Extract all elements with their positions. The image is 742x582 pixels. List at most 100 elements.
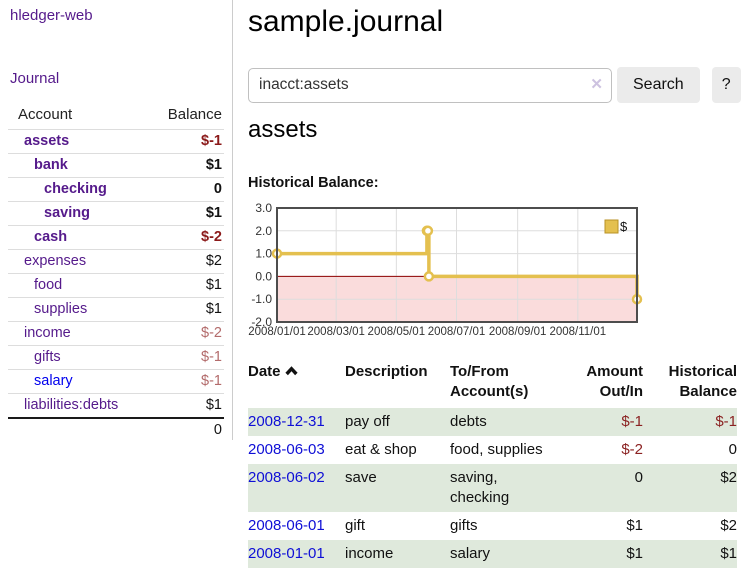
transaction-accounts: salary xyxy=(450,545,491,562)
account-balance: $1 xyxy=(205,205,222,221)
account-link[interactable]: saving xyxy=(44,205,90,221)
register-header-balance-line2: Balance xyxy=(679,383,737,400)
transaction-balance: $2 xyxy=(720,469,737,486)
transaction-description: gift xyxy=(345,517,366,534)
svg-text:1.0: 1.0 xyxy=(255,247,272,261)
account-balance: $-2 xyxy=(201,229,222,245)
transaction-accounts: food, supplies xyxy=(450,441,543,458)
account-link[interactable]: expenses xyxy=(24,253,87,269)
svg-text:-2.0: -2.0 xyxy=(251,315,272,329)
account-balance: $1 xyxy=(205,277,222,293)
transaction-amount: 0 xyxy=(634,469,643,486)
account-row-saving: saving $1 xyxy=(8,201,224,225)
account-link[interactable]: liabilities:debts xyxy=(24,397,119,413)
account-link[interactable]: bank xyxy=(34,157,68,173)
page-title: sample.journal xyxy=(248,5,444,38)
register-row: 2008-12-31 pay off debts $-1 $-1 xyxy=(248,408,737,436)
transaction-balance: $2 xyxy=(720,517,737,534)
register-header-amount: Amount Out/In xyxy=(580,360,643,408)
register-header-balance: Historical Balance xyxy=(643,360,737,408)
account-link[interactable]: assets xyxy=(24,133,70,149)
transaction-balance: $1 xyxy=(720,545,737,562)
account-link[interactable]: food xyxy=(34,277,63,293)
clear-search-icon[interactable]: ✕ xyxy=(590,75,603,93)
register-header-date-label: Date xyxy=(248,363,281,380)
register-header-accounts-line2: Account(s) xyxy=(450,383,529,400)
search-input[interactable] xyxy=(248,67,612,103)
register-header-accounts: To/From Account(s) xyxy=(450,360,580,408)
sidebar: hledger-web Journal Account Balance asse… xyxy=(0,0,233,440)
account-balance: $-1 xyxy=(201,133,222,149)
search-button[interactable]: Search xyxy=(617,67,700,103)
account-row-food: food $1 xyxy=(8,273,224,297)
register-header-date[interactable]: Date xyxy=(248,360,345,408)
account-link[interactable]: income xyxy=(24,325,71,341)
transaction-amount: $-2 xyxy=(621,441,643,458)
accounts-table-header: Account Balance xyxy=(8,103,224,129)
svg-text:2008/01/01: 2008/01/01 xyxy=(248,326,306,338)
register-header-accounts-line1: To/From xyxy=(450,363,509,380)
register-header-description: Description xyxy=(345,360,450,408)
register-header-amount-line1: Amount xyxy=(586,363,643,380)
register-row: 2008-06-03 eat & shop food, supplies $-2… xyxy=(248,436,737,464)
transaction-amount: $1 xyxy=(626,545,643,562)
chart-section-title: Historical Balance: xyxy=(248,175,379,191)
account-row-expenses: expenses $2 xyxy=(8,249,224,273)
account-link[interactable]: checking xyxy=(44,181,107,197)
register-row: 2008-06-02 save saving, checking 0 $2 xyxy=(248,464,737,512)
account-row-liabilities-debts: liabilities:debts $1 xyxy=(8,393,224,417)
transaction-description: save xyxy=(345,469,377,486)
transaction-date-link[interactable]: 2008-12-31 xyxy=(248,413,325,430)
register-header-balance-line1: Historical xyxy=(668,363,737,380)
account-row-cash: cash $-2 xyxy=(8,225,224,249)
transaction-accounts: debts xyxy=(450,413,487,430)
account-balance: $-1 xyxy=(201,373,222,389)
accounts-table: Account Balance assets $-1 bank $1 check… xyxy=(8,103,224,442)
account-balance: $1 xyxy=(205,301,222,317)
svg-text:2008/09/01: 2008/09/01 xyxy=(489,326,547,338)
account-heading: assets xyxy=(248,116,318,143)
svg-text:2008/07/01: 2008/07/01 xyxy=(428,326,486,338)
transaction-accounts: saving, checking xyxy=(450,469,510,506)
svg-text:0.0: 0.0 xyxy=(255,269,272,283)
account-link[interactable]: supplies xyxy=(34,301,88,317)
account-balance: 0 xyxy=(213,181,222,197)
account-link[interactable]: gifts xyxy=(34,349,61,365)
sort-ascending-icon xyxy=(284,362,298,382)
accounts-total-value: 0 xyxy=(213,422,222,438)
svg-text:$: $ xyxy=(620,219,628,234)
account-balance: $2 xyxy=(205,253,222,269)
svg-text:2008/05/01: 2008/05/01 xyxy=(368,326,426,338)
account-row-bank: bank $1 xyxy=(8,153,224,177)
transaction-accounts: gifts xyxy=(450,517,478,534)
transaction-amount: $1 xyxy=(626,517,643,534)
transaction-amount: $-1 xyxy=(621,413,643,430)
transaction-date-link[interactable]: 2008-06-03 xyxy=(248,441,325,458)
account-row-gifts: gifts $-1 xyxy=(8,345,224,369)
svg-text:2008/11/01: 2008/11/01 xyxy=(549,326,606,338)
help-button[interactable]: ? xyxy=(711,67,741,103)
svg-text:2.0: 2.0 xyxy=(255,224,272,238)
account-balance: $1 xyxy=(205,397,222,413)
register-row: 2008-01-01 income salary $1 $1 xyxy=(248,540,737,568)
historical-balance-chart: 3.0 2.0 1.0 0.0 -1.0 -2.0 $2008/01/01 2008/03/0… xyxy=(248,201,643,338)
accounts-header-balance: Balance xyxy=(167,106,222,123)
account-row-checking: checking 0 xyxy=(8,177,224,201)
transaction-date-link[interactable]: 2008-06-01 xyxy=(248,517,325,534)
transaction-description: pay off xyxy=(345,413,390,430)
transaction-date-link[interactable]: 2008-01-01 xyxy=(248,545,325,562)
register-table: Date Description To/From Account(s) Amou… xyxy=(248,360,737,568)
nav-journal-link[interactable]: Journal xyxy=(10,70,60,87)
app-brand-link[interactable]: hledger-web xyxy=(10,7,93,24)
account-balance: $1 xyxy=(205,157,222,173)
register-header-row: Date Description To/From Account(s) Amou… xyxy=(248,360,737,408)
svg-text:-1.0: -1.0 xyxy=(251,292,272,306)
transaction-balance: $-1 xyxy=(715,413,737,430)
transaction-date-link[interactable]: 2008-06-02 xyxy=(248,469,325,486)
account-link[interactable]: cash xyxy=(34,229,68,245)
register-row: 2008-06-01 gift gifts $1 $2 xyxy=(248,512,737,540)
accounts-total: 0 xyxy=(8,417,224,442)
account-link[interactable]: salary xyxy=(34,373,73,389)
svg-text:3.0: 3.0 xyxy=(255,201,272,215)
svg-text:2008/03/01: 2008/03/01 xyxy=(307,326,365,338)
